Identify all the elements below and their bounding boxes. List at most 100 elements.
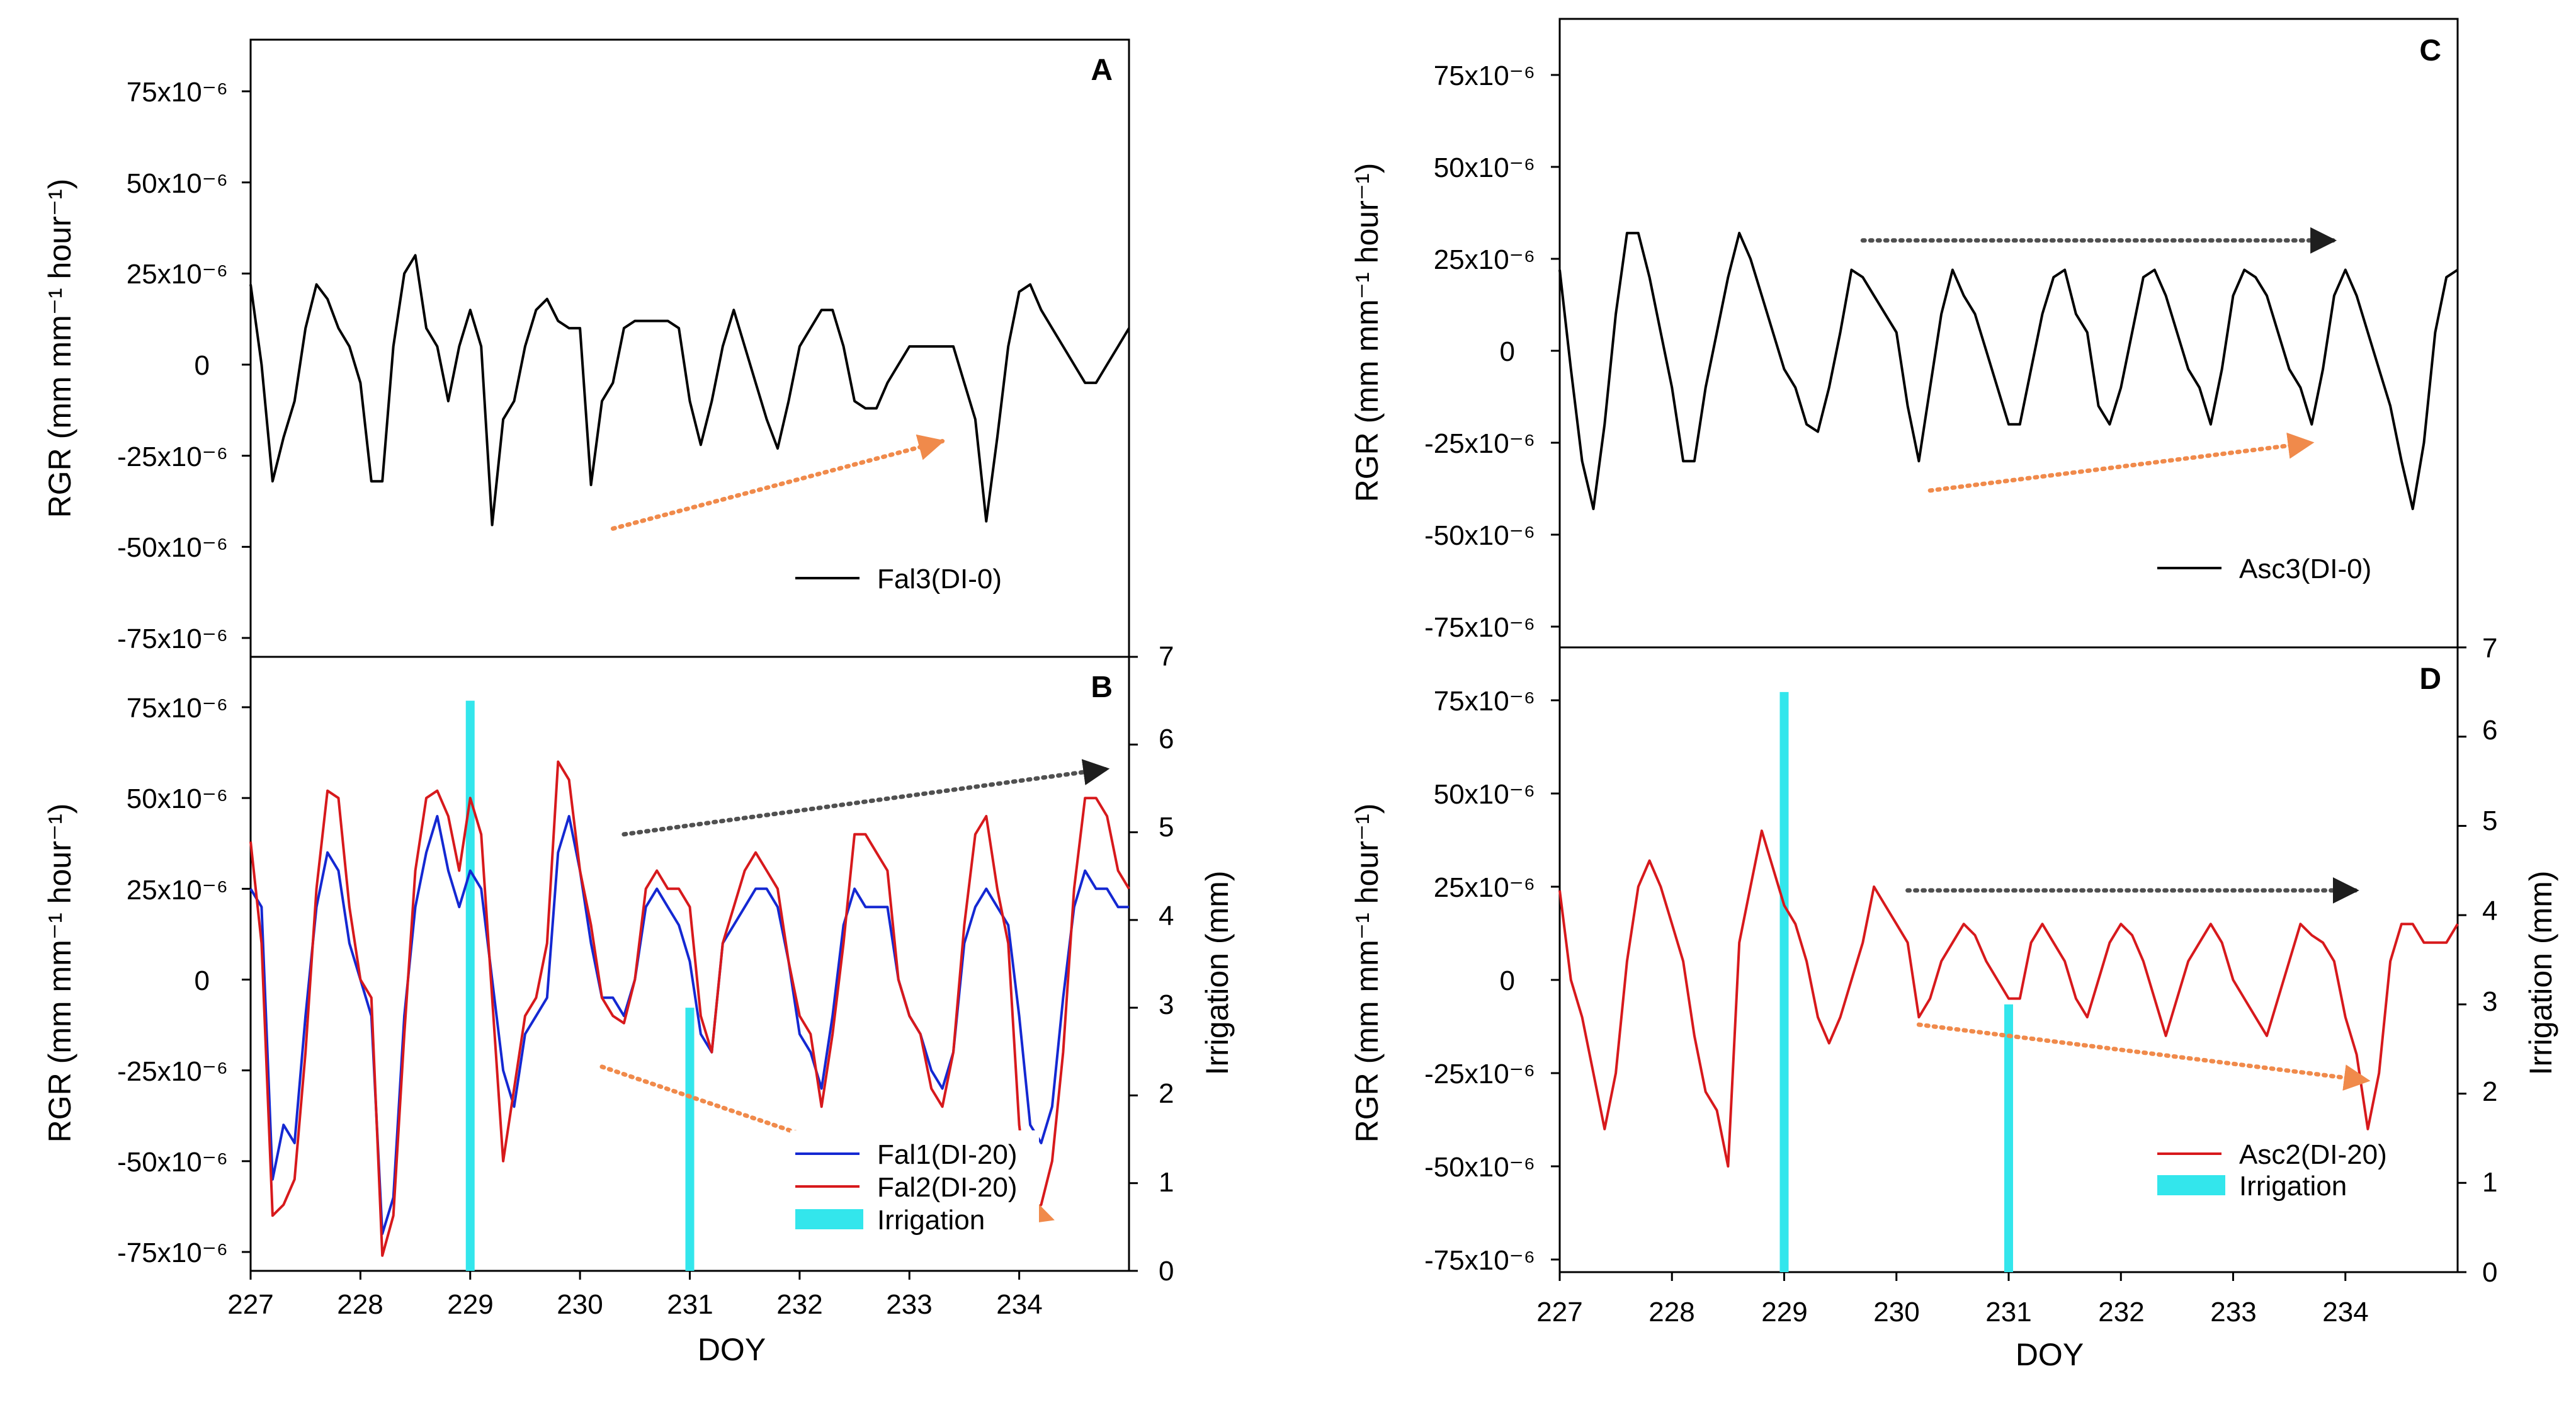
- panel-d-ytick-label: -75x10⁻⁶: [1424, 1245, 1535, 1276]
- panel-d-xtick-label: 227: [1536, 1297, 1582, 1328]
- panel-c-legend: Asc3(DI-0): [2157, 554, 2371, 584]
- irrigation-bar: [465, 700, 475, 1271]
- panel-d-ytick-label: 25x10⁻⁶: [1434, 872, 1535, 903]
- panel-b-y2tick-label: 5: [1159, 812, 1174, 843]
- panel-d-xtick-label: 234: [2322, 1297, 2368, 1328]
- panel-b-y2tick-label: 0: [1159, 1256, 1174, 1287]
- panel-a-ylabel: RGR (mm mm⁻¹ hour⁻¹): [42, 179, 77, 518]
- panel-d-xtick-label: 229: [1761, 1297, 1807, 1328]
- series-line-fal3-di-0: [249, 254, 1130, 526]
- legend-label-asc3: Asc3(DI-0): [2239, 554, 2371, 584]
- panel-a-ytick-label: 25x10⁻⁶: [127, 259, 228, 290]
- trend-arrow-orange: [1916, 1022, 2371, 1091]
- panel-d-y2tick-label: 7: [2482, 633, 2497, 664]
- irrigation-bar: [2004, 1004, 2013, 1272]
- panel-d-xtick-label: 231: [1985, 1297, 2031, 1328]
- trend-arrow-orange: [610, 434, 945, 531]
- panel-a-ytick-label: -25x10⁻⁶: [117, 441, 228, 472]
- panel-b-xtick-label: 230: [557, 1289, 603, 1320]
- panel-a-ytick-label: -50x10⁻⁶: [117, 532, 228, 563]
- panel-c-grid-ticks: [1551, 74, 1560, 628]
- panel-a-ytick-label: 50x10⁻⁶: [127, 168, 228, 199]
- panel-c-label: C: [2419, 34, 2441, 67]
- panel-c: C RGR (mm mm⁻¹ hour⁻¹) 75x10⁻⁶ 50x10⁻⁶ 2…: [1349, 18, 2459, 649]
- irrigation-bar: [1779, 691, 1789, 1272]
- panel-a-legend: Fal3(DI-0): [795, 564, 1002, 594]
- panel-d-ytick-label: 0: [1500, 965, 1515, 996]
- panel-d-xtick-label: 228: [1648, 1297, 1694, 1328]
- panel-b-y2label: Irrigation (mm): [1200, 870, 1235, 1075]
- panel-d-y2tick-label: 0: [2482, 1257, 2497, 1288]
- panel-d-xlabel: DOY: [2016, 1337, 2084, 1372]
- panel-b-xtick-label: 234: [996, 1289, 1042, 1320]
- trend-arrow-orange: [1927, 432, 2315, 493]
- panel-b-ytick-label: 0: [195, 965, 210, 996]
- panel-a-ytick-label: 0: [195, 350, 210, 381]
- panel-d-y2tick-label: 2: [2482, 1076, 2497, 1107]
- panel-b: B RGR (mm mm⁻¹ hour⁻¹) 75x10⁻⁶ 50x10⁻⁶ 2…: [42, 641, 1235, 1367]
- panel-b-ytick-labels: 75x10⁻⁶ 50x10⁻⁶ 25x10⁻⁶ 0 -25x10⁻⁶ -50x1…: [117, 693, 228, 1268]
- panel-b-ytick-label: 75x10⁻⁶: [127, 693, 228, 724]
- panel-c-ytick-label: -75x10⁻⁶: [1424, 612, 1535, 643]
- panel-d-y2tick-label: 6: [2482, 715, 2497, 746]
- panel-d-label: D: [2419, 663, 2441, 696]
- legend-label-fal2: Fal2(DI-20): [877, 1172, 1018, 1203]
- panel-b-y2tick-labels: 0 1 2 3 4 5 6 7: [1159, 641, 1174, 1287]
- panel-d-xtick-label: 233: [2210, 1297, 2256, 1328]
- panel-d: D RGR (mm mm⁻¹ hour⁻¹) 75x10⁻⁶ 50x10⁻⁶ 2…: [1349, 633, 2558, 1372]
- legend-box-irrigation-d: [2157, 1175, 2225, 1195]
- panel-d-y2tick-label: 1: [2482, 1167, 2497, 1198]
- panel-b-label: B: [1091, 671, 1113, 704]
- panel-a-ytick-label: 75x10⁻⁶: [127, 77, 228, 108]
- panel-d-y2tick-label: 3: [2482, 986, 2497, 1017]
- panel-a-label: A: [1091, 54, 1113, 87]
- irrigation-bar: [685, 1008, 695, 1271]
- panel-b-ytick-label: 50x10⁻⁶: [127, 783, 228, 814]
- panel-d-ytick-label: -50x10⁻⁶: [1424, 1152, 1535, 1183]
- panel-a: A RGR (mm mm⁻¹ hour⁻¹) 75x10⁻⁶ 50x10⁻⁶ 2…: [42, 38, 1130, 658]
- panel-b-legend: Fal1(DI-20) Fal2(DI-20) Irrigation: [790, 1130, 1039, 1237]
- legend-box-irrigation: [795, 1209, 863, 1229]
- panel-d-y2tick-labels: 0 1 2 3 4 5 6 7: [2482, 633, 2497, 1288]
- panel-b-y2tick-label: 7: [1159, 641, 1174, 672]
- panel-b-xlabel: DOY: [698, 1332, 766, 1367]
- panel-d-xtick-label: 232: [2098, 1297, 2144, 1328]
- panel-d-ytick-label: -25x10⁻⁶: [1424, 1059, 1535, 1089]
- panel-c-ytick-label: 25x10⁻⁶: [1434, 244, 1535, 275]
- panel-a-grid-ticks: [242, 90, 251, 639]
- panel-b-ytick-label: -75x10⁻⁶: [117, 1237, 228, 1268]
- panel-b-y2tick-label: 6: [1159, 724, 1174, 754]
- panel-d-y2label: Irrigation (mm): [2523, 870, 2558, 1075]
- panel-b-y2tick-label: 2: [1159, 1078, 1174, 1109]
- panel-b-y2tick-label: 1: [1159, 1167, 1174, 1198]
- panel-b-xtick-labels: 227 228 229 230 231 232 233 234: [227, 1289, 1042, 1320]
- legend-label-asc2: Asc2(DI-20): [2239, 1139, 2387, 1170]
- panel-d-xtick-labels: 227 228 229 230 231 232 233 234: [1536, 1297, 2368, 1328]
- panel-b-xtick-label: 227: [227, 1289, 273, 1320]
- panel-b-xtick-label: 228: [337, 1289, 383, 1320]
- panel-b-ytick-label: -50x10⁻⁶: [117, 1147, 228, 1178]
- panel-b-xtick-label: 233: [886, 1289, 932, 1320]
- panel-b-ytick-label: 25x10⁻⁶: [127, 875, 228, 906]
- panel-c-ylabel: RGR (mm mm⁻¹ hour⁻¹): [1349, 163, 1385, 503]
- panel-c-ytick-label: 75x10⁻⁶: [1434, 60, 1535, 91]
- series-line-fal2-di-20: [249, 760, 1130, 1257]
- trend-arrow-gray: [621, 759, 1110, 837]
- panel-b-grid-ticks: [242, 656, 1138, 1280]
- panel-b-y2tick-label: 4: [1159, 901, 1174, 931]
- series-line-asc2-di-20: [1558, 829, 2459, 1168]
- panel-c-ytick-labels: 75x10⁻⁶ 50x10⁻⁶ 25x10⁻⁶ 0 -25x10⁻⁶ -50x1…: [1424, 60, 1535, 643]
- panel-c-ytick-label: 50x10⁻⁶: [1434, 152, 1535, 183]
- panel-c-plot: [1558, 227, 2459, 511]
- legend-label-irrigation: Irrigation: [877, 1205, 985, 1236]
- panel-d-y2tick-label: 4: [2482, 896, 2497, 926]
- panel-a-ytick-label: -75x10⁻⁶: [117, 623, 228, 654]
- panel-d-y2tick-label: 5: [2482, 805, 2497, 836]
- panel-b-y2tick-label: 3: [1159, 989, 1174, 1020]
- legend-label-irrigation-d: Irrigation: [2239, 1171, 2347, 1202]
- panel-b-xtick-label: 229: [447, 1289, 493, 1320]
- series-line-asc3-di-0: [1558, 232, 2459, 511]
- panel-b-xtick-label: 232: [776, 1289, 822, 1320]
- legend-label-fal3: Fal3(DI-0): [877, 564, 1002, 594]
